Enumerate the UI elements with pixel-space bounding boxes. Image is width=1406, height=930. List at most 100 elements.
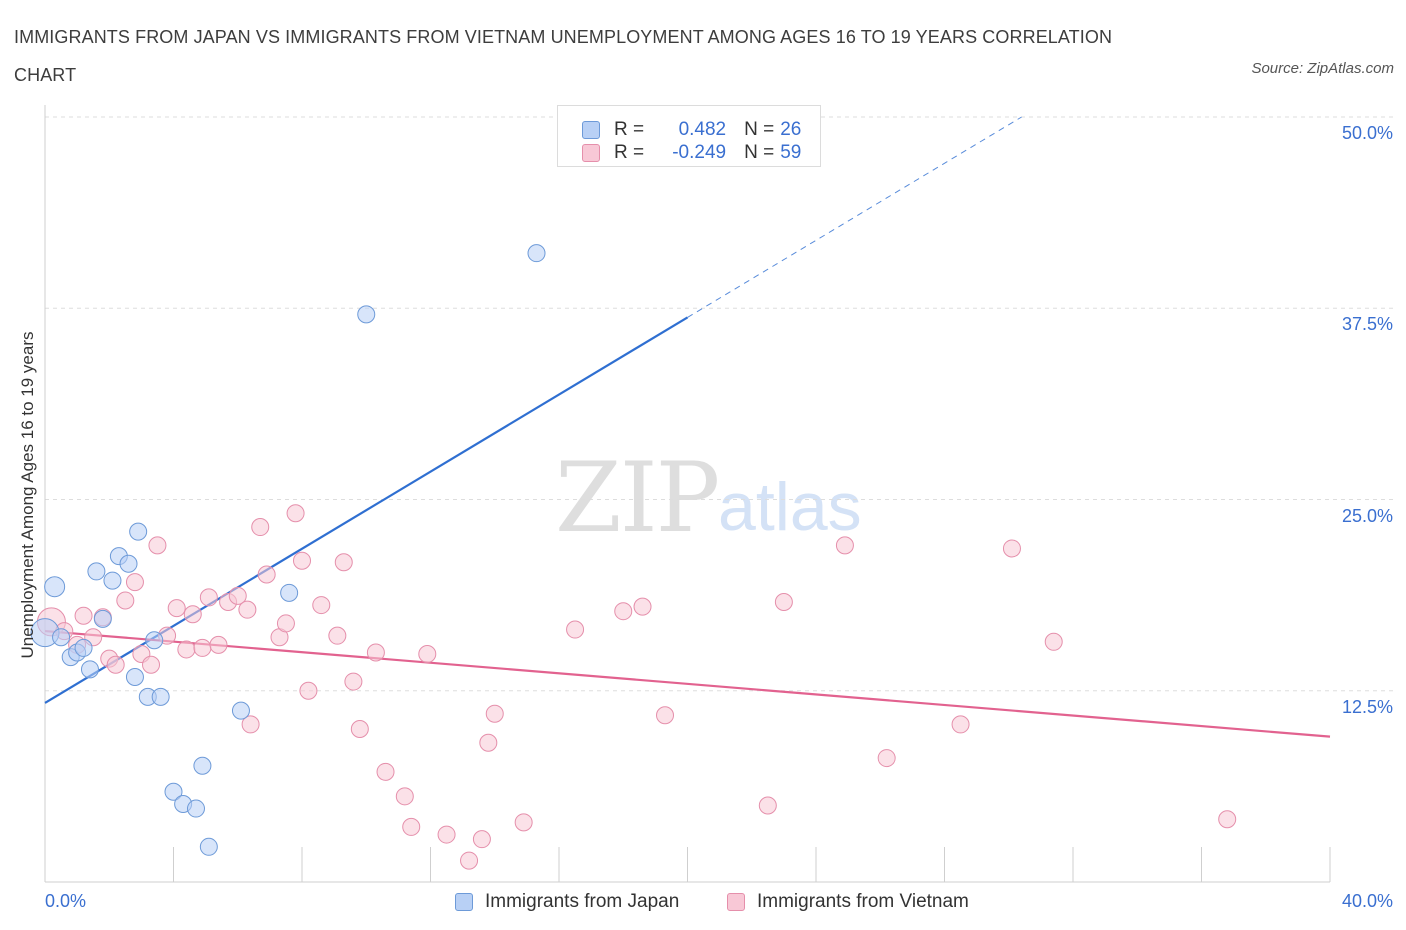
data-point-japan bbox=[151, 687, 170, 706]
chart-source: Source: ZipAtlas.com bbox=[1251, 60, 1394, 77]
legend-n-label: N = bbox=[744, 119, 775, 140]
data-point-vietnam bbox=[276, 614, 295, 633]
data-point-japan bbox=[87, 562, 106, 581]
data-point-vietnam bbox=[286, 504, 305, 523]
y-tick-label: 37.5% bbox=[1341, 314, 1393, 335]
data-point-vietnam bbox=[951, 715, 970, 734]
data-point-vietnam bbox=[193, 638, 212, 657]
data-point-vietnam bbox=[614, 602, 633, 621]
data-point-vietnam bbox=[376, 762, 395, 781]
legend-n-label: N = bbox=[744, 142, 775, 163]
data-point-japan bbox=[103, 571, 122, 590]
data-point-vietnam bbox=[328, 626, 347, 645]
data-point-japan bbox=[231, 701, 250, 720]
trend-line-vietnam bbox=[44, 629, 1331, 738]
data-point-vietnam bbox=[877, 749, 896, 768]
data-point-vietnam bbox=[183, 605, 202, 624]
data-points bbox=[30, 244, 1237, 870]
data-point-vietnam bbox=[479, 733, 498, 752]
legend-swatch-japan bbox=[582, 121, 600, 139]
data-point-vietnam bbox=[656, 706, 675, 725]
legend-r-value-vietnam: -0.249 bbox=[672, 142, 727, 163]
legend-row-vietnam: R = -0.249 N = 59 bbox=[582, 139, 801, 167]
bottom-legend-vietnam: Immigrants from Vietnam bbox=[727, 889, 969, 915]
data-point-japan bbox=[44, 576, 66, 598]
correlation-legend: R = 0.482 N = 26 R = -0.249 N = 59 bbox=[557, 105, 821, 167]
x-tick-label-min: 0.0% bbox=[45, 891, 87, 911]
data-point-japan bbox=[164, 782, 183, 801]
data-point-vietnam bbox=[460, 851, 479, 870]
data-point-vietnam bbox=[366, 643, 385, 662]
data-point-japan bbox=[80, 660, 99, 679]
legend-label-vietnam: Immigrants from Vietnam bbox=[757, 891, 969, 912]
data-point-vietnam bbox=[566, 620, 585, 639]
data-point-japan bbox=[527, 244, 546, 263]
data-point-japan bbox=[186, 799, 205, 818]
legend-n-value-japan: 26 bbox=[780, 119, 802, 140]
data-point-vietnam bbox=[1218, 810, 1237, 829]
data-point-vietnam bbox=[758, 796, 777, 815]
data-point-vietnam bbox=[402, 817, 421, 836]
data-point-vietnam bbox=[142, 655, 161, 674]
data-point-vietnam bbox=[395, 787, 414, 806]
y-tick-label: 25.0% bbox=[1341, 505, 1393, 526]
data-point-vietnam bbox=[472, 830, 491, 849]
data-point-vietnam bbox=[633, 597, 652, 616]
data-point-vietnam bbox=[344, 672, 363, 691]
data-point-vietnam bbox=[177, 640, 196, 659]
data-point-japan bbox=[129, 522, 148, 541]
data-point-vietnam bbox=[418, 645, 437, 664]
data-point-japan bbox=[280, 583, 299, 602]
data-point-japan bbox=[199, 837, 218, 856]
y-axis-title: Unemployment Among Ages 16 to 19 years bbox=[18, 331, 37, 659]
data-point-vietnam bbox=[167, 599, 186, 618]
legend-n-value-vietnam: 59 bbox=[780, 142, 802, 163]
legend-row-japan: R = 0.482 N = 26 bbox=[582, 116, 801, 144]
data-point-vietnam bbox=[257, 565, 276, 584]
y-tick-label: 50.0% bbox=[1341, 123, 1393, 143]
watermark-zip: ZIP bbox=[555, 442, 720, 554]
data-point-vietnam bbox=[1002, 539, 1021, 558]
data-point-japan bbox=[193, 756, 212, 775]
watermark-atlas: atlas bbox=[718, 469, 862, 545]
data-point-vietnam bbox=[299, 681, 318, 700]
data-point-vietnam bbox=[74, 606, 93, 625]
legend-label-japan: Immigrants from Japan bbox=[485, 891, 680, 912]
data-point-vietnam bbox=[116, 591, 135, 610]
data-point-vietnam bbox=[209, 635, 228, 654]
data-point-vietnam bbox=[774, 593, 793, 612]
bottom-legend-japan: Immigrants from Japan bbox=[455, 889, 679, 915]
data-point-vietnam bbox=[514, 813, 533, 832]
data-point-vietnam bbox=[238, 600, 257, 619]
data-point-japan bbox=[357, 305, 376, 324]
data-point-vietnam bbox=[835, 536, 854, 555]
data-point-vietnam bbox=[437, 825, 456, 844]
data-point-japan bbox=[145, 631, 164, 650]
legend-r-label: R = bbox=[614, 142, 645, 163]
legend-r-value-japan: 0.482 bbox=[678, 119, 727, 140]
data-point-vietnam bbox=[293, 551, 311, 570]
data-point-vietnam bbox=[199, 588, 218, 607]
legend-r-label: R = bbox=[614, 119, 645, 140]
data-point-japan bbox=[125, 667, 144, 686]
data-point-japan bbox=[93, 609, 112, 628]
legend-swatch-vietnam bbox=[582, 144, 600, 162]
data-point-vietnam bbox=[334, 553, 353, 572]
data-point-vietnam bbox=[350, 720, 369, 738]
trend-lines bbox=[44, 116, 1331, 738]
legend-swatch-japan bbox=[455, 893, 473, 911]
legend-swatch-vietnam bbox=[727, 893, 745, 911]
data-point-vietnam bbox=[241, 715, 260, 734]
data-point-vietnam bbox=[251, 518, 270, 537]
y-tick-label: 12.5% bbox=[1341, 696, 1393, 717]
data-point-japan bbox=[52, 628, 71, 647]
data-point-vietnam bbox=[125, 573, 144, 592]
data-point-japan bbox=[119, 554, 138, 573]
chart-title: IMMIGRANTS FROM JAPAN VS IMMIGRANTS FROM… bbox=[14, 27, 1113, 85]
data-point-vietnam bbox=[228, 586, 247, 605]
data-point-vietnam bbox=[312, 596, 331, 615]
data-point-vietnam bbox=[106, 655, 125, 674]
data-point-japan bbox=[74, 638, 93, 657]
axes bbox=[44, 105, 1331, 883]
data-point-vietnam bbox=[148, 536, 167, 555]
